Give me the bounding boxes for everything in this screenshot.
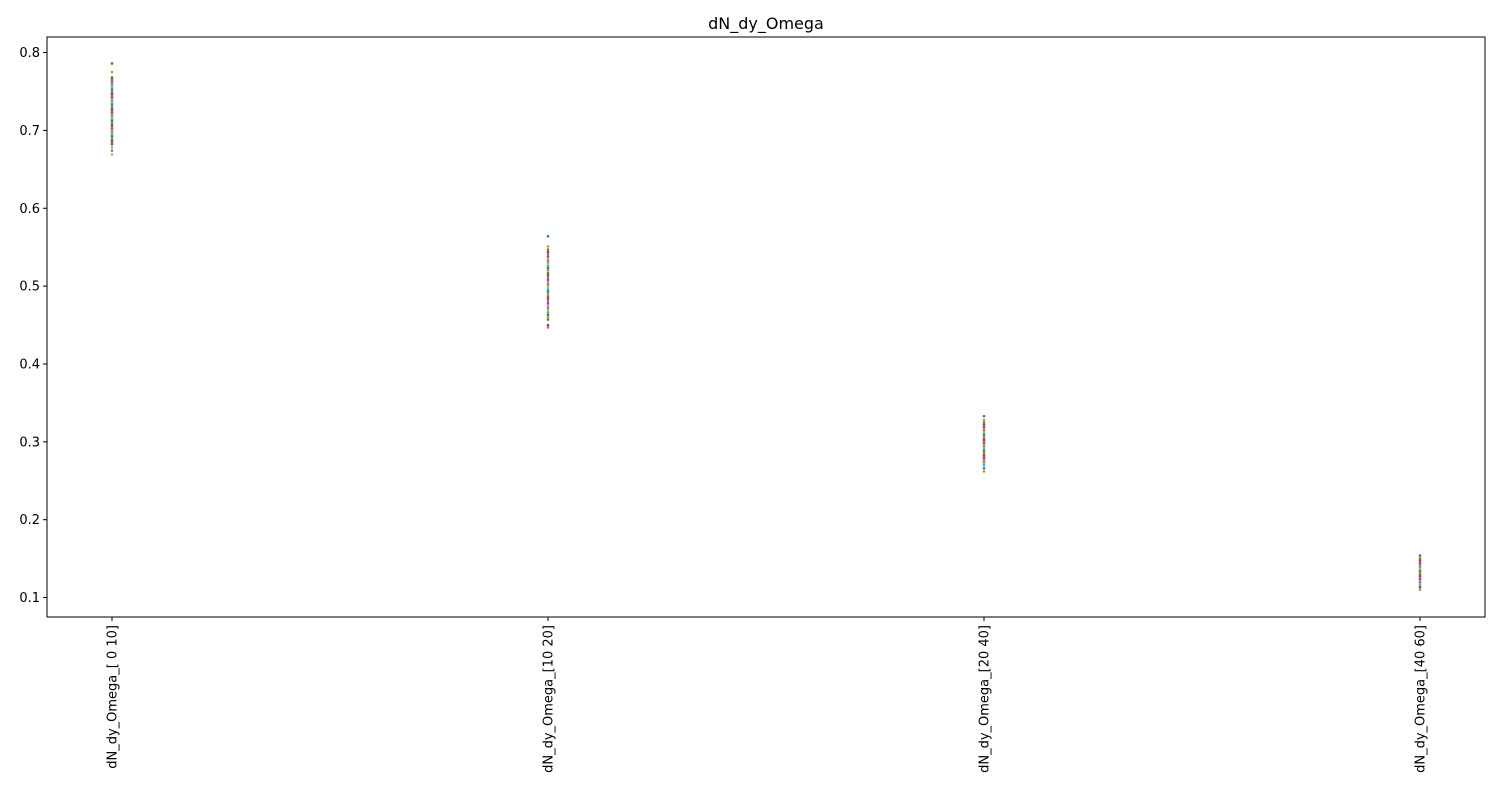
data-point (982, 421, 986, 424)
data-point (546, 290, 550, 293)
data-point (110, 153, 114, 156)
data-point (110, 149, 114, 152)
data-point (546, 278, 550, 282)
data-point (546, 323, 550, 327)
plot-frame (46, 36, 1486, 618)
data-point (546, 297, 550, 300)
y-tick-label: 0.7 (19, 124, 40, 139)
data-point (546, 299, 550, 303)
y-tick-label: 0.4 (19, 357, 40, 372)
data-point (546, 259, 550, 263)
data-point (982, 418, 986, 422)
data-point (546, 301, 550, 305)
data-point (546, 269, 550, 272)
data-point (982, 470, 986, 473)
data-point (546, 313, 550, 317)
data-point (546, 250, 550, 254)
chart-title: dN_dy_Omega (708, 14, 824, 34)
y-tick-label: 0.5 (19, 280, 40, 295)
data-point (546, 306, 550, 310)
data-point (546, 311, 550, 314)
data-point (546, 292, 550, 296)
data-point (546, 266, 550, 270)
data-point (546, 294, 550, 298)
data-point (110, 70, 114, 74)
data-point (546, 271, 550, 275)
data-point (110, 62, 114, 65)
data-point (546, 318, 550, 321)
y-tick-label: 0.1 (19, 591, 40, 606)
x-tick-label: dN_dy_Omega_[10 20] (542, 625, 557, 773)
data-point (546, 252, 550, 256)
data-point (1418, 554, 1422, 557)
data-point (546, 280, 550, 284)
x-axis: dN_dy_Omega_[ 0 10] dN_dy_Omega_[10 20] dN… (106, 617, 1429, 773)
y-tick-label: 0.8 (19, 46, 40, 61)
data-point (546, 287, 550, 291)
x-tick-label: dN_dy_Omega_[ 0 10] (106, 625, 121, 769)
x-tick-label: dN_dy_Omega_[40 60] (1414, 625, 1429, 773)
data-points (110, 62, 1422, 592)
data-point (546, 264, 550, 268)
data-point (546, 257, 550, 261)
data-point (982, 463, 986, 467)
data-point (546, 315, 550, 319)
data-point (546, 248, 550, 251)
y-tick-label: 0.3 (19, 435, 40, 450)
y-tick-label: 0.2 (19, 513, 40, 528)
y-tick-label: 0.6 (19, 202, 40, 217)
data-point (546, 326, 550, 329)
data-point (546, 273, 550, 277)
data-point (110, 143, 114, 146)
x-tick-label: dN_dy_Omega_[20 40] (978, 625, 993, 773)
data-point (546, 276, 550, 279)
data-point (546, 262, 550, 265)
data-point (1418, 588, 1422, 592)
data-point (546, 283, 550, 286)
data-point (546, 308, 550, 312)
data-point (546, 255, 550, 258)
data-point (110, 146, 114, 149)
data-point (546, 235, 550, 238)
data-point (546, 285, 550, 289)
data-point (546, 245, 550, 248)
y-axis: 0.1 0.2 0.3 0.4 0.5 0.6 0.7 0.8 (19, 46, 47, 606)
data-point (546, 304, 550, 307)
data-point (982, 414, 986, 418)
data-point (982, 467, 986, 470)
data-point (1418, 586, 1422, 589)
